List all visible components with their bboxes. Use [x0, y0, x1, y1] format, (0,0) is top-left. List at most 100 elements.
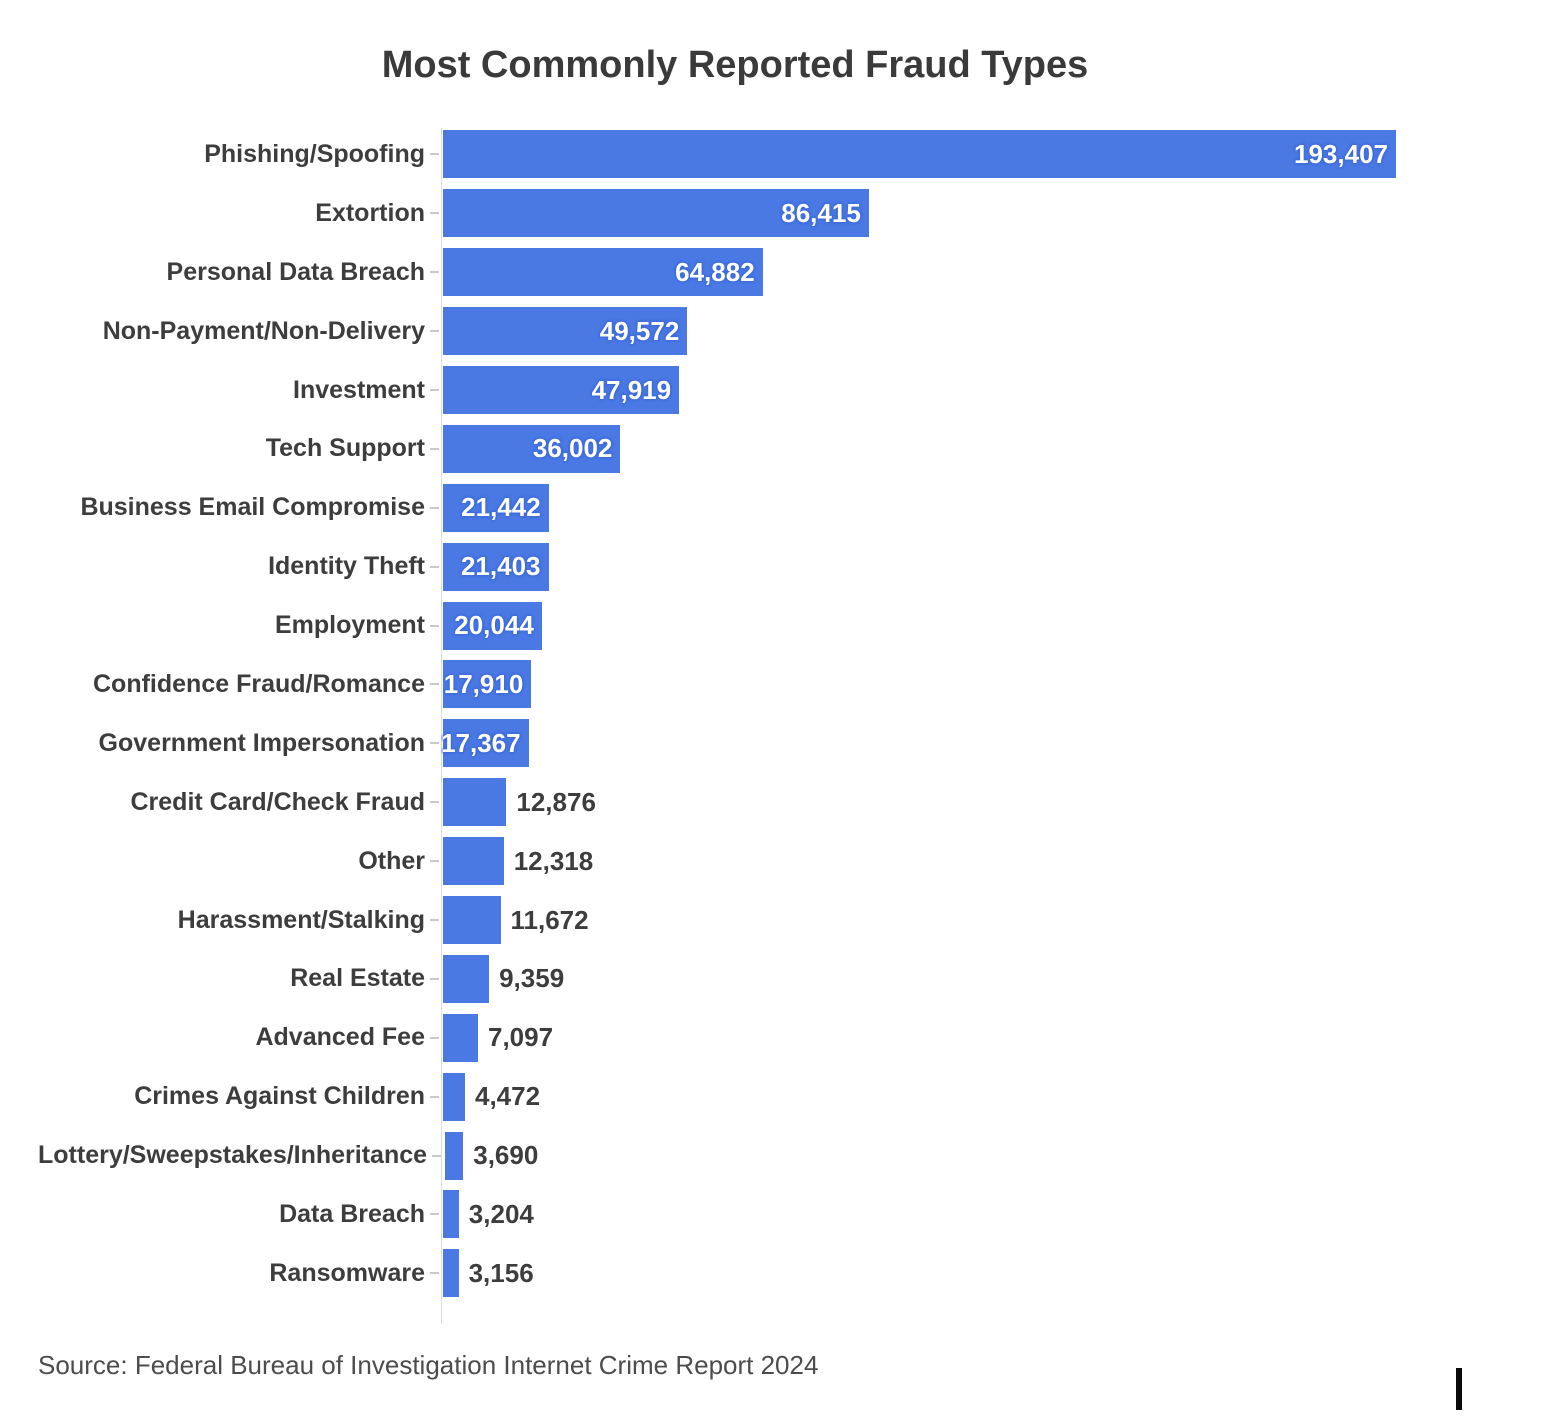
category-label: Crimes Against Children [134, 1082, 425, 1111]
value-label-outside: 3,156 [468, 1257, 534, 1288]
y-axis-line [441, 128, 442, 1324]
bar [443, 1013, 478, 1062]
category-label: Personal Data Breach [166, 257, 425, 286]
bar-zone: 11,672 [443, 896, 1528, 945]
bar-row: Other 12,318 [38, 832, 1528, 891]
tick-line [429, 447, 439, 450]
tick-mark [425, 1036, 443, 1039]
tick-mark [425, 624, 443, 627]
bar-zone: 36,002 [443, 424, 1528, 473]
bar-row: Real Estate 9,359 [38, 949, 1528, 1008]
bar-row: Extortion 86,415 [38, 184, 1528, 243]
tick-line [429, 506, 439, 509]
category-label: Data Breach [279, 1199, 425, 1228]
bar: 86,415 [443, 189, 869, 238]
bar-zone: 21,403 [443, 542, 1528, 591]
tick-mark [425, 330, 443, 333]
tick-mark [425, 271, 443, 274]
bar-zone: 64,882 [443, 248, 1528, 297]
bar-zone: 3,690 [445, 1131, 1528, 1180]
bar-zone: 86,415 [443, 189, 1528, 238]
value-label-inside: 86,415 [781, 197, 861, 228]
bar-zone: 49,572 [443, 307, 1528, 356]
category-label: Government Impersonation [98, 728, 425, 757]
bar-zone: 47,919 [443, 366, 1528, 414]
tick-line [429, 565, 439, 568]
category-label: Investment [293, 375, 425, 404]
tick-line [429, 977, 439, 980]
bar-row: Crimes Against Children 4,472 [38, 1067, 1528, 1126]
bar: 193,407 [443, 130, 1396, 179]
value-label-outside: 3,204 [468, 1198, 534, 1229]
category-label: Employment [274, 611, 425, 640]
category-label: Business Email Compromise [80, 493, 425, 522]
bar: 21,442 [443, 483, 549, 532]
value-label-outside: 12,876 [516, 786, 596, 817]
value-label-outside: 11,672 [510, 904, 589, 935]
tick-mark [425, 742, 443, 745]
tick-line [431, 1154, 441, 1157]
tick-mark [425, 153, 443, 156]
category-label: Extortion [315, 198, 425, 227]
bar-rows: Phishing/Spoofing 193,407 Extortion 86,4… [38, 125, 1528, 1303]
tick-line [429, 742, 439, 745]
value-label-inside: 64,882 [675, 256, 755, 287]
value-label-inside: 47,919 [591, 374, 672, 405]
bar-zone: 12,876 [443, 778, 1528, 827]
bar: 47,919 [443, 366, 680, 414]
bar: 20,044 [443, 601, 542, 650]
bar-row: Employment 20,044 [38, 596, 1528, 655]
bar-row: Investment 47,919 [38, 361, 1528, 420]
tick-mark [425, 389, 443, 391]
bar-row: Non-Payment/Non-Delivery 49,572 [38, 302, 1528, 361]
bar-row: Phishing/Spoofing 193,407 [38, 125, 1528, 184]
value-label-inside: 17,367 [441, 727, 521, 758]
tick-line [429, 1036, 439, 1039]
bar-row: Business Email Compromise 21,442 [38, 478, 1528, 537]
tick-line [429, 1272, 439, 1275]
tick-line [429, 389, 439, 391]
bar-row: Data Breach 3,204 [38, 1185, 1528, 1244]
bar: 17,367 [441, 719, 529, 768]
source-caption: Source: Federal Bureau of Investigation … [38, 1350, 819, 1380]
tick-line [429, 1095, 439, 1098]
category-label: Other [358, 846, 425, 875]
bar [443, 1190, 459, 1239]
tick-mark [425, 683, 443, 686]
category-label: Identity Theft [268, 552, 425, 581]
bar-zone: 20,044 [443, 601, 1528, 650]
chart-title: Most Commonly Reported Fraud Types [381, 44, 1089, 86]
value-label-inside: 17,910 [443, 668, 524, 699]
bar-zone: 3,156 [443, 1249, 1528, 1298]
value-label-inside: 49,572 [599, 315, 680, 346]
bar-zone: 17,910 [443, 660, 1528, 709]
tick-mark [425, 565, 443, 568]
bar [443, 837, 504, 886]
category-label: Harassment/Stalking [177, 905, 425, 934]
tick-mark [425, 977, 443, 980]
value-label-inside: 21,442 [461, 492, 541, 523]
bar-row: Lottery/Sweepstakes/Inheritance 3,690 [38, 1126, 1528, 1185]
tick-mark [425, 801, 443, 804]
bar-zone: 4,472 [443, 1072, 1528, 1121]
bar-row: Personal Data Breach 64,882 [38, 243, 1528, 302]
category-label: Real Estate [290, 964, 425, 993]
bar-row: Advanced Fee 7,097 [38, 1008, 1528, 1067]
bar: 49,572 [443, 307, 688, 356]
bar: 17,910 [443, 660, 532, 709]
tick-mark [425, 506, 443, 509]
category-label: Confidence Fraud/Romance [93, 669, 425, 698]
bar-row: Credit Card/Check Fraud 12,876 [38, 773, 1528, 832]
category-label: Non-Payment/Non-Delivery [102, 316, 425, 345]
bar: 21,403 [443, 542, 549, 591]
tick-line [429, 860, 439, 863]
bar: 36,002 [443, 424, 621, 473]
tick-mark [425, 919, 443, 922]
bar-zone: 3,204 [443, 1190, 1528, 1239]
value-label-outside: 12,318 [513, 845, 594, 876]
bar: 64,882 [443, 248, 763, 297]
bar-row: Harassment/Stalking 11,672 [38, 891, 1528, 950]
value-label-inside: 193,407 [1294, 138, 1388, 169]
tick-mark [425, 1213, 443, 1216]
tick-mark [425, 212, 443, 215]
